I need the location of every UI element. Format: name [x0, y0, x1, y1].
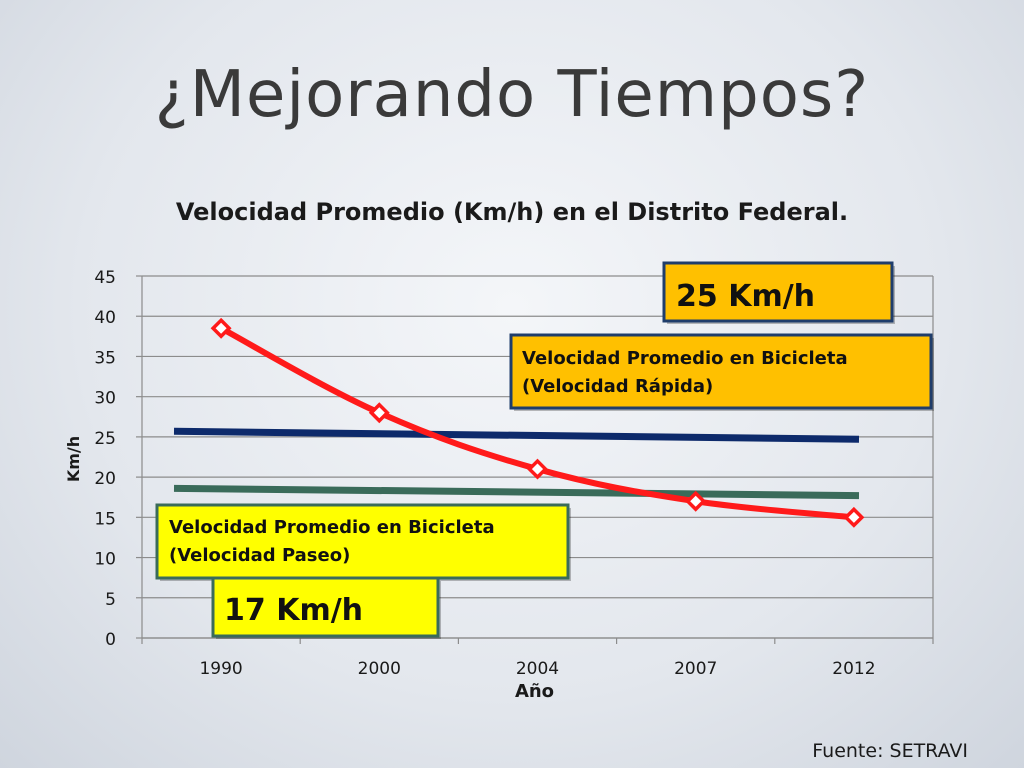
value-box-paseo: [211, 576, 440, 638]
x-tick-label: 2000: [358, 659, 401, 679]
x-tick-label: 2012: [832, 659, 875, 679]
y-tick-label: 40: [94, 308, 116, 328]
value-box-rapida: [662, 261, 894, 323]
y-tick-label: 25: [94, 429, 116, 449]
y-tick-label: 0: [105, 630, 116, 650]
data-point-2007: [685, 490, 707, 512]
y-axis-title: Km/h: [64, 436, 83, 482]
data-point-2012: [843, 506, 865, 528]
annotation-line-paseo-1: Velocidad Promedio en Bicicleta: [169, 517, 495, 538]
y-tick-label: 20: [94, 469, 116, 489]
slide-title: ¿Mejorando Tiempos?: [154, 58, 870, 132]
x-axis-title: Año: [515, 681, 554, 702]
chart-series: [210, 317, 865, 528]
annotation-line-paseo-2: (Velocidad Paseo): [169, 545, 350, 566]
annotation-box-rapida: [509, 333, 933, 410]
chart-title: Velocidad Promedio (Km/h) en el Distrito…: [175, 198, 849, 226]
y-tick-label: 10: [94, 550, 116, 570]
annotation-line-rapida-2: (Velocidad Rápida): [522, 376, 713, 397]
x-tick-label: 2004: [516, 659, 559, 679]
x-tick-label: 2007: [674, 659, 717, 679]
chart-annotations: 25 Km/h Velocidad Promedio en Bicicleta (V…: [155, 261, 934, 639]
data-point-1990: [210, 317, 232, 339]
reference-line-1: [173, 427, 860, 443]
chart-axes: 0 5 10 15 20 25 30 35 40 45 1990 2000 2004 2007 2012 Añ…: [64, 268, 934, 702]
chart-reference-lines: [173, 427, 860, 500]
reference-line-2: [173, 484, 860, 500]
y-tick-label: 45: [94, 268, 116, 288]
value-label-rapida: 25 Km/h: [676, 279, 815, 314]
source-note: Fuente: SETRAVI: [812, 740, 968, 762]
y-tick-label: 35: [94, 348, 116, 368]
annotation-line-rapida-1: Velocidad Promedio en Bicicleta: [522, 348, 848, 369]
y-tick-label: 15: [94, 509, 116, 529]
y-tick-label: 5: [105, 590, 116, 610]
value-label-paseo: 17 Km/h: [224, 593, 363, 628]
annotation-box-paseo: [155, 503, 570, 580]
y-tick-label: 30: [94, 389, 116, 409]
x-tick-label: 1990: [199, 659, 242, 679]
data-point-2000: [368, 402, 390, 424]
data-point-2004: [527, 458, 548, 480]
